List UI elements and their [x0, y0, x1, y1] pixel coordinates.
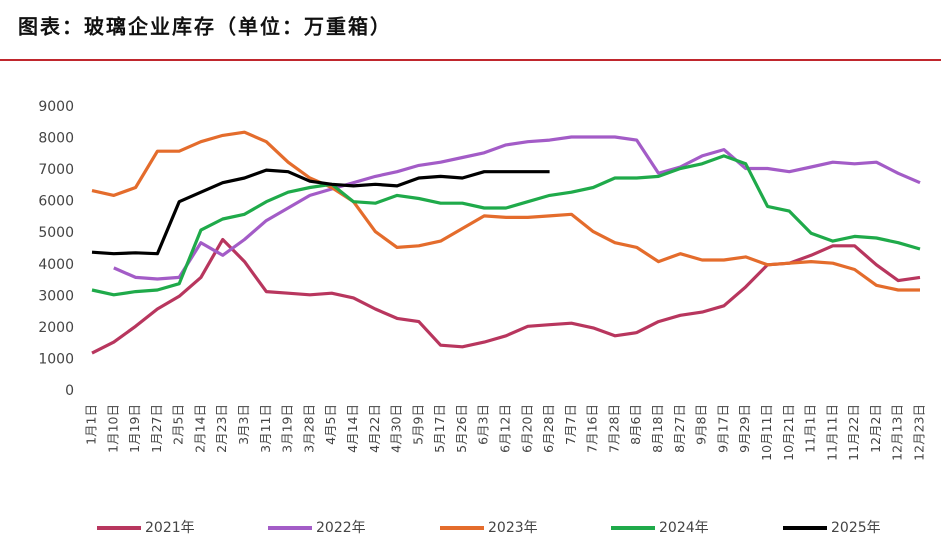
- x-tick-label: 6月12日: [498, 404, 513, 453]
- x-tick-label: 4月22日: [367, 404, 382, 453]
- series-line: [113, 135, 921, 281]
- x-tick-label: 7月7日: [563, 404, 578, 445]
- x-tick-label: 9月29日: [737, 404, 752, 453]
- x-tick-label: 8月27日: [672, 404, 687, 453]
- x-tick-label: 10月11日: [759, 404, 774, 461]
- x-tick-label: 9月8日: [694, 404, 709, 445]
- x-tick-label: 1月19日: [127, 404, 142, 453]
- x-tick-label: 4月5日: [323, 404, 338, 445]
- legend-label: 2024年: [659, 520, 709, 536]
- y-tick-label: 4000: [38, 257, 74, 273]
- x-tick-label: 2月5日: [171, 404, 186, 445]
- legend-label: 2022年: [316, 520, 366, 536]
- series-line: [91, 130, 920, 292]
- x-tick-label: 11月1日: [803, 404, 818, 453]
- legend-label: 2025年: [831, 520, 881, 536]
- legend-label: 2021年: [145, 520, 195, 536]
- x-tick-label: 5月26日: [454, 404, 469, 453]
- legend-label: 2023年: [488, 520, 538, 536]
- x-tick-label: 10月21日: [781, 404, 796, 461]
- x-tick-label: 3月19日: [280, 404, 295, 453]
- x-tick-label: 8月18日: [650, 404, 665, 453]
- x-tick-label: 2月14日: [192, 404, 207, 453]
- x-tick-label: 3月28日: [301, 404, 316, 453]
- y-tick-label: 8000: [38, 131, 74, 147]
- y-tick-label: 5000: [38, 225, 74, 241]
- x-tick-label: 11月22日: [846, 404, 861, 461]
- y-tick-label: 1000: [38, 351, 74, 367]
- y-tick-label: 6000: [38, 194, 74, 210]
- x-tick-label: 5月9日: [410, 404, 425, 445]
- y-tick-label: 0: [65, 383, 74, 399]
- x-tick-label: 6月3日: [476, 404, 491, 445]
- x-tick-label: 1月1日: [84, 404, 99, 445]
- series-line: [91, 237, 921, 355]
- y-tick-label: 7000: [38, 162, 74, 178]
- chart-title: 图表：玻璃企业库存（单位：万重箱）: [18, 15, 392, 39]
- y-tick-label: 2000: [38, 320, 74, 336]
- x-tick-label: 2月23日: [214, 404, 229, 453]
- x-tick-label: 12月13日: [890, 404, 905, 461]
- x-tick-label: 3月3日: [236, 404, 251, 445]
- x-tick-label: 6月28日: [541, 404, 556, 453]
- x-tick-label: 1月27日: [149, 404, 164, 453]
- series-line: [91, 154, 921, 297]
- x-tick-label: 11月11日: [824, 404, 839, 461]
- x-tick-label: 6月20日: [519, 404, 534, 453]
- x-tick-label: 8月6日: [628, 404, 643, 445]
- x-tick-label: 12月23日: [912, 404, 927, 461]
- x-tick-label: 1月10日: [105, 404, 120, 453]
- series-line: [91, 168, 550, 256]
- x-tick-label: 4月14日: [345, 404, 360, 453]
- x-tick-label: 7月16日: [585, 404, 600, 453]
- y-tick-label: 9000: [38, 99, 74, 115]
- x-tick-label: 3月11日: [258, 404, 273, 453]
- y-tick-label: 3000: [38, 288, 74, 304]
- x-tick-label: 12月2日: [868, 404, 883, 453]
- x-tick-label: 4月30日: [389, 404, 404, 453]
- x-tick-label: 7月28日: [606, 404, 621, 453]
- x-tick-label: 9月17日: [715, 404, 730, 453]
- x-tick-label: 5月17日: [432, 404, 447, 453]
